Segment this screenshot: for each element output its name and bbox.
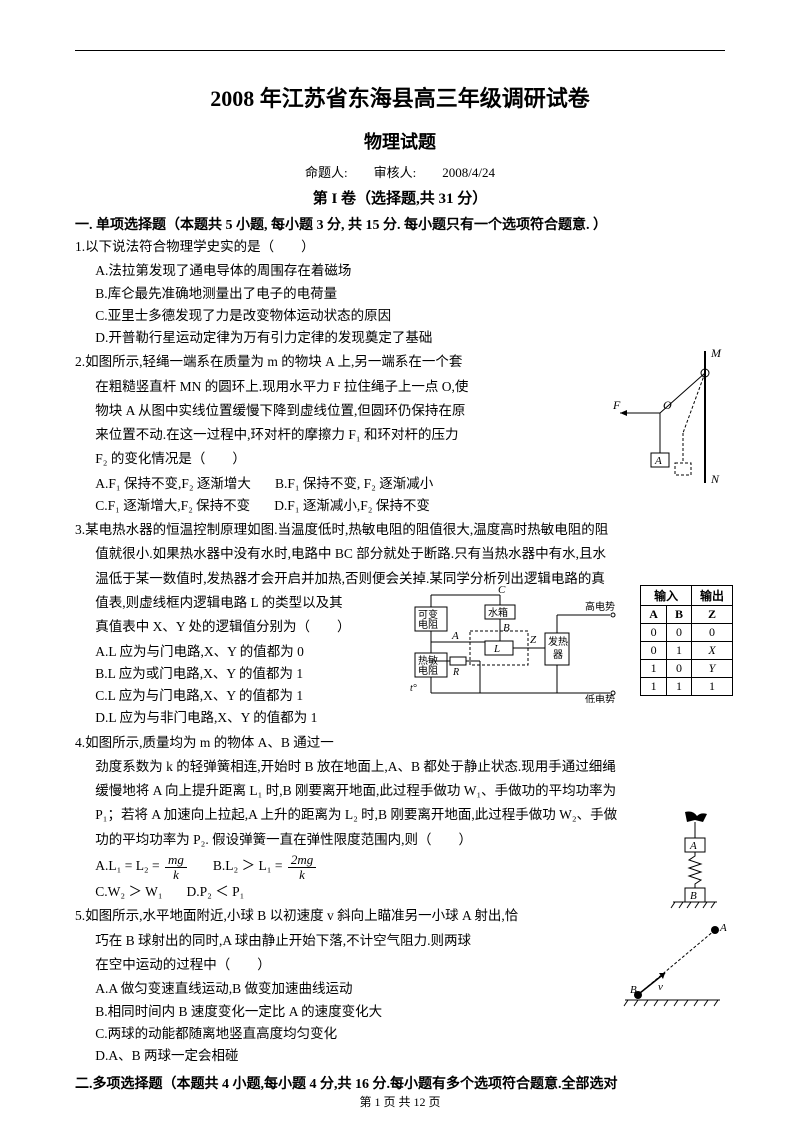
q2-opt-a: A.F₁ 保持不变,F₂ 逐渐增大: [95, 473, 251, 495]
q3-fig-fare2: 器: [553, 649, 563, 661]
q4-b-den: k: [288, 868, 316, 882]
q4-opt-c: C.W₂ ＞ W₁: [95, 881, 162, 903]
tt-r3-1: 0: [666, 660, 691, 678]
tt-hb: B: [666, 606, 691, 624]
doc-subtitle: 物理试题: [75, 128, 725, 154]
tt-r1-2: 0: [691, 624, 732, 642]
q3-fig-t: t°: [410, 683, 417, 694]
q3-fig-A: A: [451, 630, 459, 642]
tt-r4-1: 1: [666, 678, 691, 696]
tt-r3-2: Y: [691, 660, 732, 678]
q3-opt-d: D.L 应为与非门电路,X、Y 的值都为 1: [75, 707, 725, 729]
q3-fig-kebian2: 电阻: [418, 618, 438, 631]
q1-opt-a: A.法拉第发现了通电导体的周围存在着磁场: [75, 260, 725, 282]
tt-hz: Z: [691, 606, 732, 624]
q3-fig-Z: Z: [530, 634, 537, 646]
q3-l1: 3.某电热水器的恒温控制原理如图.当温度低时,热敏电阻的阻值很大,温度高时热敏电…: [75, 519, 725, 541]
q1-opt-c: C.亚里士多德发现了力是改变物体运动状态的原因: [75, 305, 725, 327]
q4-a-num: mg: [165, 853, 187, 868]
section-2-head: 二.多项选择题（本题共 4 小题,每小题 4 分,共 16 分.每小题有多个选项…: [75, 1073, 725, 1093]
tt-r4-0: 1: [641, 678, 667, 696]
q4-a-pre: A.L₁ = L₂ =: [95, 858, 163, 873]
q3-fig-didian: 低电势: [585, 693, 615, 703]
doc-title: 2008 年江苏省东海县高三年级调研试卷: [75, 81, 725, 113]
q2-fig-N: N: [710, 472, 720, 486]
q4-l3: 缓慢地将 A 向上提升距离 L₁ 时,B 刚要离开地面,此过程手做功 W₁、手做…: [75, 780, 725, 802]
tt-r2-1: 1: [666, 642, 691, 660]
tt-h-in: 输入: [641, 586, 692, 606]
q3-fig-gaodian: 高电势: [585, 600, 615, 613]
part-heading: 第 I 卷（选择题,共 31 分）: [75, 187, 725, 208]
q4-b-num: 2mg: [288, 853, 316, 868]
tt-r1-0: 0: [641, 624, 667, 642]
q5-fig-A: A: [719, 922, 727, 934]
tt-r3-0: 1: [641, 660, 667, 678]
q3-fig-shuixiang: 水箱: [488, 606, 508, 619]
q3-fig-L: L: [493, 643, 500, 655]
section-1-head: 一. 单项选择题（本题共 5 小题, 每小题 3 分, 共 15 分. 每小题只…: [75, 214, 725, 234]
q4-opts-row2: C.W₂ ＞ W₁ D.P₂ ＜ P₁: [75, 881, 725, 903]
q2-opts-row2: C.F₁ 逐渐增大,F₂ 保持不变 D.F₁ 逐渐减小,F₂ 保持不变: [75, 495, 725, 517]
q4-l5: 功的平均功率为 P₂. 假设弹簧一直在弹性限度范围内,则（ ）: [75, 829, 725, 851]
q2-fig-A: A: [654, 455, 662, 467]
q2-fig-O: O: [663, 398, 672, 412]
q3-block: 3.某电热水器的恒温控制原理如图.当温度低时,热敏电阻的阻值很大,温度高时热敏电…: [75, 519, 725, 729]
q4-opts-row1: A.L₁ = L₂ = mgk B.L₂ ＞ L₁ = 2mgk: [75, 853, 725, 881]
q4-opt-a: A.L₁ = L₂ = mgk: [95, 853, 189, 881]
q3-l2: 值就很小.如果热水器中没有水时,电路中 BC 部分就处于断路.只有当热水器中有水…: [75, 543, 725, 565]
top-rule: [75, 50, 725, 51]
q4-fig-B: B: [690, 890, 697, 902]
q3-circuit-figure: 可变 电阻 热敏 电阻 t° C 水箱 B A L Z: [410, 585, 635, 703]
q3-fig-fare1: 发热: [548, 635, 568, 648]
q2-opt-d: D.F₁ 逐渐减小,F₂ 保持不变: [274, 495, 430, 517]
q5-figure: B v A: [620, 915, 730, 1010]
q4-l4: P₁；若将 A 加速向上拉起,A 上升的距离为 L₂ 时,B 刚要离开地面,此过…: [75, 804, 725, 826]
q1-opt-b: B.库仑最先准确地测量出了电子的电荷量: [75, 283, 725, 305]
q5-opt-d: D.A、B 两球一定会相碰: [75, 1045, 725, 1067]
tt-r4-2: 1: [691, 678, 732, 696]
q4-opt-d: D.P₂ ＜ P₁: [187, 881, 245, 903]
q3-fig-C: C: [498, 585, 506, 596]
q4-block: 4.如图所示,质量均为 m 的物体 A、B 通过一 劲度系数为 k 的轻弹簧相连…: [75, 732, 725, 904]
tt-r2-0: 0: [641, 642, 667, 660]
page-footer: 第 1 页 共 12 页: [0, 1093, 800, 1110]
q3-fig-B: B: [503, 622, 510, 634]
q5-opt-c: C.两球的动能都随离地竖直高度均匀变化: [75, 1023, 725, 1045]
q3-truth-table: 输入输出 ABZ 000 01X 10Y 111: [640, 585, 733, 696]
q4-opt-b: B.L₂ ＞ L₁ = 2mgk: [213, 853, 318, 881]
q2-block: 2.如图所示,轻绳一端系在质量为 m 的物块 A 上,另一端系在一个套 在粗糙竖…: [75, 351, 725, 517]
q3-fig-R: R: [452, 667, 459, 678]
q4-figure: A B: [665, 810, 725, 920]
tt-r1-1: 0: [666, 624, 691, 642]
q5-fig-B: B: [630, 984, 637, 996]
q2-fig-M: M: [710, 346, 722, 360]
q3-fig-remin2: 电阻: [418, 664, 438, 677]
doc-meta: 命题人: 审核人: 2008/4/24: [75, 162, 725, 181]
q5-fig-v: v: [658, 981, 663, 993]
q5-block: 5.如图所示,水平地面附近,小球 B 以初速度 v 斜向上瞄准另一小球 A 射出…: [75, 905, 725, 1067]
q4-l2: 劲度系数为 k 的轻弹簧相连,开始时 B 放在地面上,A、B 都处于静止状态.现…: [75, 756, 725, 778]
tt-r2-2: X: [691, 642, 732, 660]
q2-figure: M N F O A: [605, 343, 735, 488]
q4-b-pre: B.L₂ ＞ L₁ =: [213, 858, 286, 873]
tt-h-out: 输出: [691, 586, 732, 606]
q4-a-den: k: [165, 868, 187, 882]
q2-opt-b: B.F₁ 保持不变, F₂ 逐渐减小: [275, 473, 433, 495]
tt-ha: A: [641, 606, 667, 624]
q1-stem: 1.以下说法符合物理学史实的是（ ）: [75, 236, 725, 258]
q2-opt-c: C.F₁ 逐渐增大,F₂ 保持不变: [95, 495, 250, 517]
q4-fig-A: A: [689, 840, 697, 852]
exam-page: 2008 年江苏省东海县高三年级调研试卷 物理试题 命题人: 审核人: 2008…: [0, 0, 800, 1132]
q2-fig-F: F: [612, 398, 621, 412]
q4-l1: 4.如图所示,质量均为 m 的物体 A、B 通过一: [75, 732, 725, 754]
